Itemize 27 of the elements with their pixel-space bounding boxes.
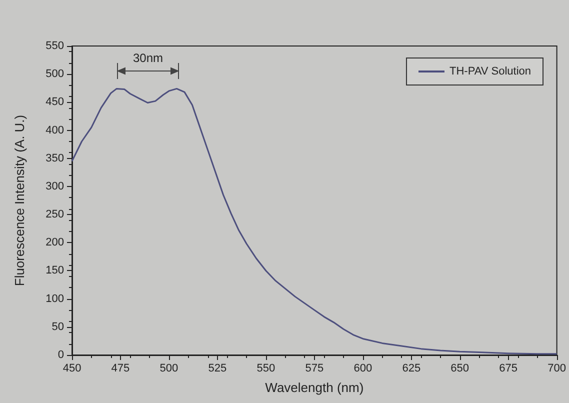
y-tick-label: 300 (46, 180, 64, 192)
x-tick-label: 650 (450, 362, 470, 374)
annotation: 30nm (132, 51, 164, 65)
y-tick-label: 150 (46, 264, 64, 277)
y-tick-label: 200 (46, 236, 64, 249)
x-tick-label: 675 (499, 362, 518, 374)
x-tick-label: 525 (208, 362, 227, 374)
x-tick-label: 625 (402, 362, 421, 374)
y-tick-label: 400 (46, 124, 64, 136)
x-tick-label: 450 (62, 362, 82, 374)
y-tick-label: 50 (52, 320, 64, 333)
y-tick-label: 250 (46, 208, 64, 221)
x-axis-title: Wavelength (nm) (265, 380, 364, 395)
y-axis-title: Fluorescence Intensity (A. U.) (12, 114, 27, 286)
y-tick-label: 0 (58, 349, 64, 361)
x-tick-label: 500 (160, 362, 178, 374)
x-tick-label: 475 (111, 362, 130, 374)
y-tick-label: 450 (46, 96, 64, 108)
x-tick-label: 550 (256, 362, 276, 374)
y-tick-label: 500 (46, 68, 64, 80)
y-tick-label: 550 (46, 40, 64, 52)
x-tick-label: 600 (354, 362, 372, 374)
y-tick-label: 100 (46, 292, 64, 305)
y-tick-label: 350 (46, 152, 64, 164)
legend-label: TH-PAV Solution (449, 66, 532, 78)
x-tick-label: 575 (305, 362, 324, 374)
x-tick-label: 700 (548, 362, 566, 374)
